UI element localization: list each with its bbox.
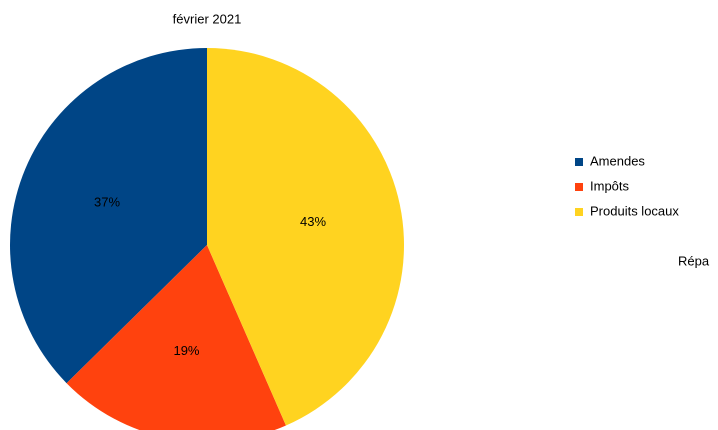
legend-label: Amendes bbox=[590, 153, 645, 168]
pie-slice bbox=[207, 47, 404, 426]
annotation: Répa bbox=[678, 253, 710, 268]
legend-swatch bbox=[575, 183, 583, 191]
data-label: 19% bbox=[173, 343, 199, 358]
legend-label: Produits locaux bbox=[590, 203, 679, 218]
data-label: 37% bbox=[94, 195, 120, 210]
pie-slice bbox=[66, 245, 286, 430]
legend-swatch bbox=[575, 208, 583, 216]
data-label: 43% bbox=[300, 214, 326, 229]
pie-slice bbox=[10, 48, 207, 384]
legend-label: Impôts bbox=[590, 178, 630, 193]
legend-swatch bbox=[575, 158, 583, 166]
chart-title: février 2021 bbox=[173, 11, 242, 26]
